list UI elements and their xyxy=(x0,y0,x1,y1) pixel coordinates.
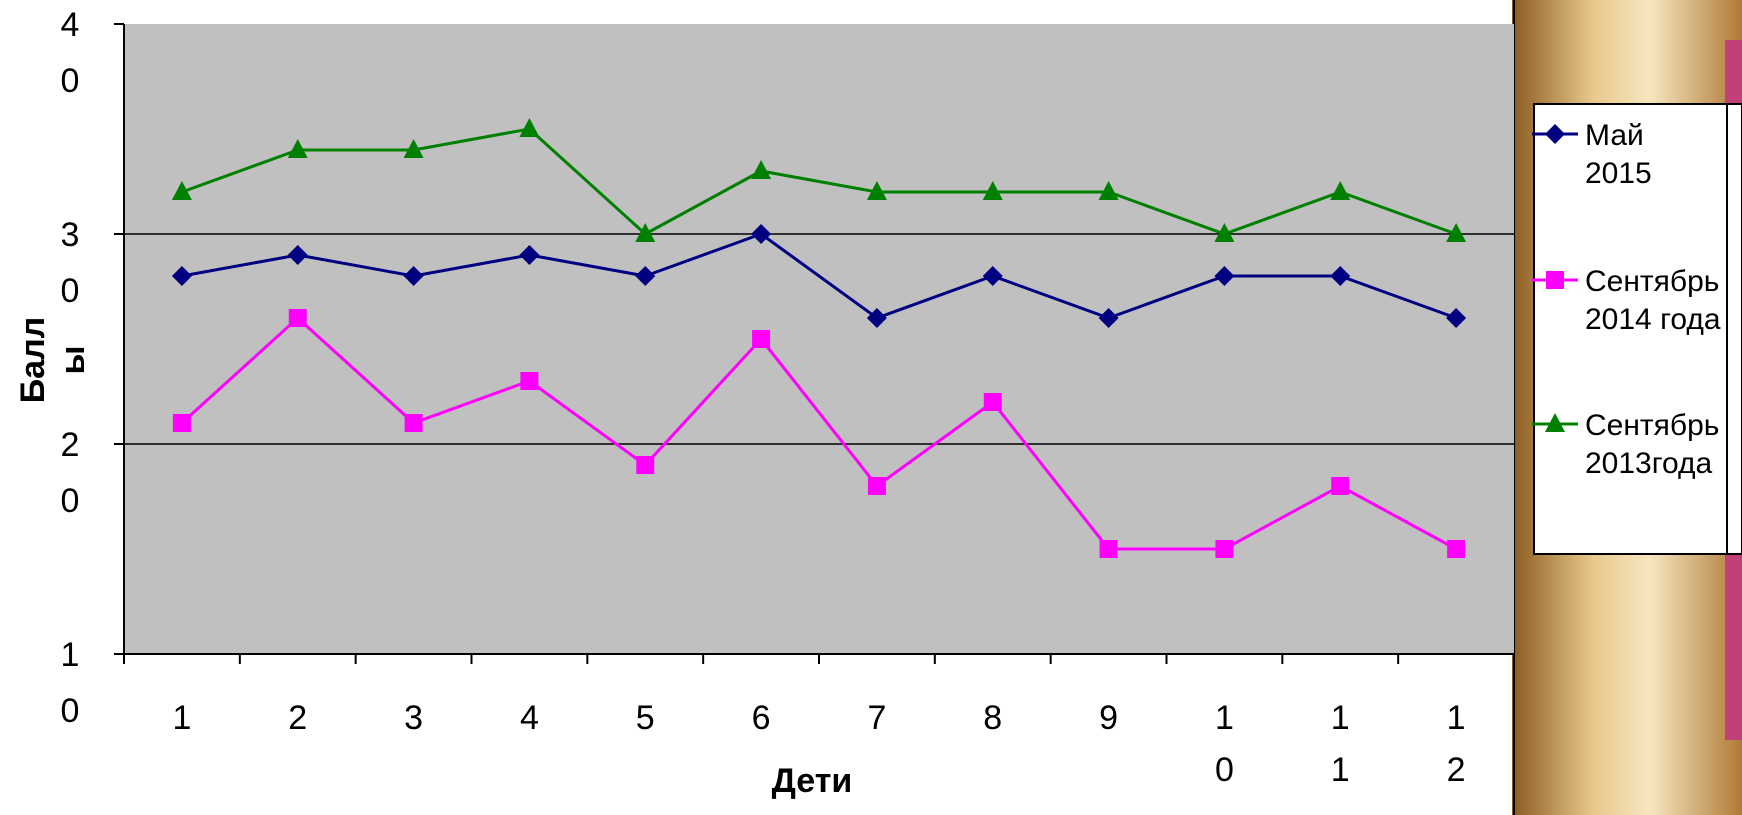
series-1 xyxy=(171,224,1467,328)
data-point-diamond xyxy=(287,245,308,265)
series-3 xyxy=(171,118,1467,242)
data-point-triangle xyxy=(519,118,540,137)
data-point-square xyxy=(404,414,423,432)
x-tick-labels: 1 2 3 4 5 6 7 8 9 1 01 11 2 xyxy=(172,699,1465,789)
series-2 xyxy=(172,309,1466,558)
data-point-diamond xyxy=(982,266,1003,286)
axes xyxy=(114,23,1515,664)
x-tick-label: 6 xyxy=(752,699,771,737)
legend-label: Сентябрь 2013года xyxy=(1585,409,1719,480)
y-tick-labels: 1 0 2 0 3 0 4 0 xyxy=(61,6,80,730)
x-tick-label: 1 xyxy=(172,699,191,737)
series-line xyxy=(180,315,1457,551)
data-point-triangle xyxy=(1545,413,1565,432)
data-point-triangle xyxy=(751,160,772,179)
data-point-triangle xyxy=(982,181,1003,200)
data-point-square xyxy=(172,414,191,432)
legend-entry-2: Сентябрь 2014 года xyxy=(1532,265,1721,336)
x-tick-label: 9 xyxy=(1099,699,1118,737)
data-point-square xyxy=(288,309,307,327)
data-point-diamond xyxy=(519,245,540,265)
data-point-square xyxy=(752,330,771,348)
x-tick-label: 2 xyxy=(288,699,307,737)
data-point-triangle xyxy=(1446,223,1467,242)
data-point-diamond xyxy=(1098,308,1119,328)
data-point-diamond xyxy=(1545,124,1565,144)
gridlines xyxy=(124,233,1514,445)
data-point-triangle xyxy=(403,139,424,158)
data-point-square xyxy=(867,477,886,495)
series-line xyxy=(181,127,1457,236)
legend-label: Сентябрь 2014 года xyxy=(1585,265,1721,336)
data-point-square xyxy=(1447,540,1466,558)
pink-accent-lower xyxy=(1725,540,1742,740)
data-point-diamond xyxy=(1446,308,1467,328)
data-point-triangle xyxy=(287,139,308,158)
data-point-diamond xyxy=(635,266,656,286)
data-point-triangle xyxy=(1098,181,1119,200)
legend-box xyxy=(1533,103,1742,555)
data-point-triangle xyxy=(1214,223,1235,242)
data-point-square xyxy=(1546,271,1564,289)
x-tick-label: 5 xyxy=(636,699,655,737)
data-point-triangle xyxy=(1330,181,1351,200)
data-point-square xyxy=(983,393,1002,411)
legend-entry-1: Май 2015 xyxy=(1532,119,1652,190)
data-point-diamond xyxy=(403,266,424,286)
data-point-triangle xyxy=(171,181,192,200)
x-axis-title: Дети xyxy=(772,762,853,800)
data-point-diamond xyxy=(751,224,772,244)
data-point-diamond xyxy=(866,308,887,328)
legend-label: Май 2015 xyxy=(1585,119,1652,190)
data-point-triangle xyxy=(635,223,656,242)
data-point-triangle xyxy=(866,181,887,200)
series-group xyxy=(171,118,1467,558)
data-point-square xyxy=(520,372,539,390)
data-point-square xyxy=(1331,477,1350,495)
y-axis-title-text: Баллы xyxy=(14,317,92,404)
data-point-square xyxy=(1215,540,1234,558)
x-tick-label: 4 xyxy=(520,699,539,737)
x-tick-label: 3 xyxy=(404,699,423,737)
legend-entry-3: Сентябрь 2013года xyxy=(1532,409,1719,480)
data-point-square xyxy=(636,456,655,474)
data-point-square xyxy=(1099,540,1118,558)
plot-area xyxy=(124,24,1514,654)
data-point-diamond xyxy=(1214,266,1235,286)
x-tick-label: 7 xyxy=(867,699,886,737)
series-line xyxy=(181,232,1457,320)
legend: Май 2015 Сентябрь 2014 года Сентябрь 2013года xyxy=(1532,103,1742,555)
y-axis-title: Баллы xyxy=(14,317,92,404)
data-point-diamond xyxy=(1330,266,1351,286)
data-point-diamond xyxy=(171,266,192,286)
x-tick-label: 8 xyxy=(983,699,1002,737)
